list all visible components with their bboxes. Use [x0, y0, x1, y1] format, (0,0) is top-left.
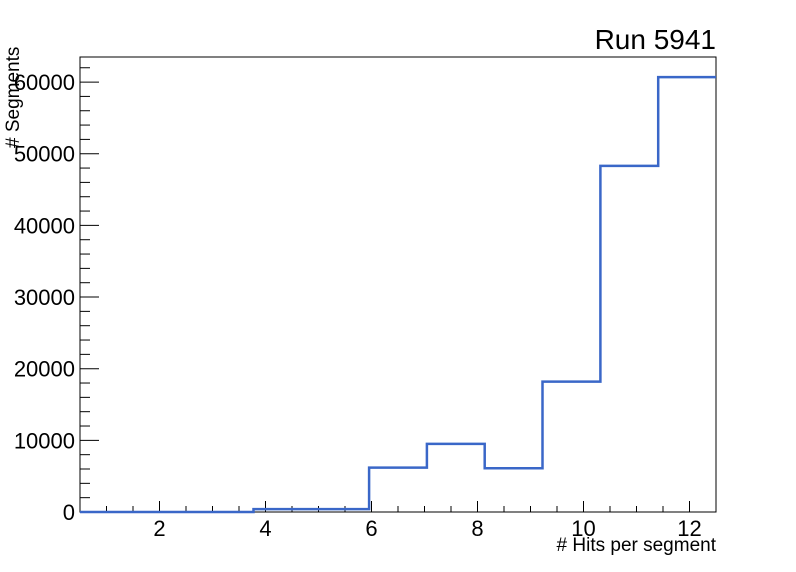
y-axis-title: # Segments	[3, 47, 24, 148]
x-tick-label: 6	[365, 516, 377, 541]
plot-title: Run 5941	[595, 24, 716, 55]
y-tick-label: 0	[63, 500, 75, 525]
y-tick-label: 30000	[14, 285, 75, 310]
y-tick-label: 50000	[14, 142, 75, 167]
histogram-step-line	[80, 75, 716, 514]
axis-tick-labels: 2 4 6 8 10 12 0 10000 20000 30000 40000 50000 60000	[14, 70, 702, 541]
y-tick-label: 20000	[14, 357, 75, 382]
y-tick-label: 10000	[14, 428, 75, 453]
y-tick-label: 40000	[14, 213, 75, 238]
x-axis-title: # Hits per segment	[557, 535, 717, 556]
x-tick-label: 4	[259, 516, 271, 541]
y-tick-label: 60000	[14, 70, 75, 95]
x-tick-label: 10	[571, 516, 595, 541]
axis-ticks	[80, 67, 690, 513]
x-tick-label: 2	[153, 516, 165, 541]
x-tick-label: 8	[471, 516, 483, 541]
x-tick-label: 12	[677, 516, 701, 541]
plot-frame	[79, 56, 717, 513]
